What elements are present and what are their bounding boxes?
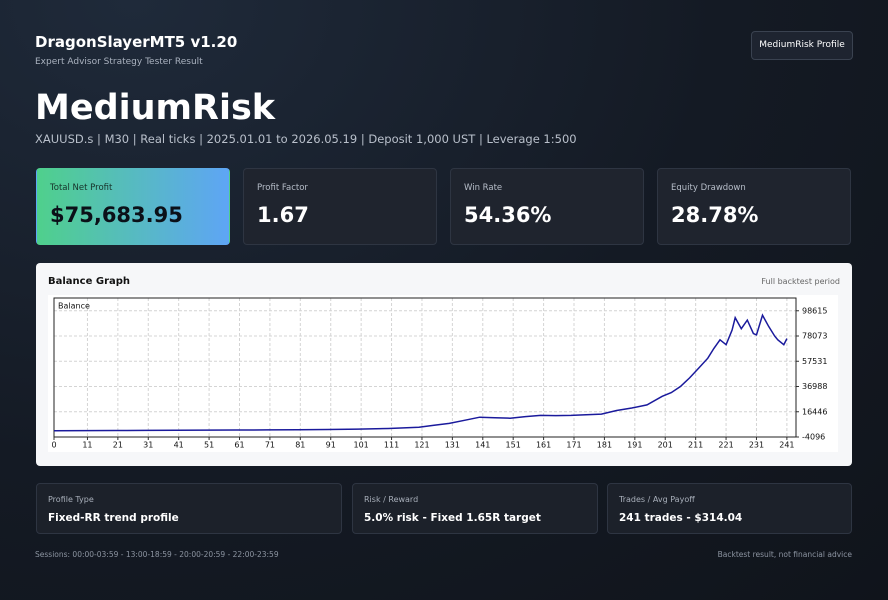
stat-value: 1.67 [257, 203, 309, 227]
y-tick-label: -4096 [802, 433, 825, 442]
x-tick-label: 151 [506, 441, 521, 450]
chart-subtitle: Full backtest period [761, 277, 840, 286]
detail-label: Profile Type [48, 495, 94, 504]
chart-title: Balance Graph [48, 276, 131, 287]
legend-label: Balance [58, 302, 90, 311]
x-tick-label: 81 [295, 441, 305, 450]
x-tick-label: 71 [265, 441, 275, 450]
y-tick-label: 78073 [802, 332, 827, 341]
plot-frame [53, 297, 797, 438]
app-title: DragonSlayerMT5 v1.20 [35, 33, 238, 51]
x-tick-label: 221 [718, 441, 733, 450]
footer-disclaimer: Backtest result, not financial advice [717, 550, 852, 559]
stat-value: $75,683.95 [50, 203, 183, 227]
stat-label: Equity Drawdown [671, 183, 746, 193]
x-tick-label: 101 [353, 441, 368, 450]
stat-label: Total Net Profit [50, 183, 113, 193]
detail-value: 5.0% risk - Fixed 1.65R target [364, 512, 541, 524]
stat-value: 28.78% [671, 203, 759, 227]
x-tick-label: 41 [174, 441, 184, 450]
balance-chart: 0 11 21 31 41 51 61 71 81 91 101 111 121 131 141 151 161… [48, 295, 838, 452]
stat-card: Profit Factor 1.67 [243, 168, 437, 245]
x-tick-label: 91 [326, 441, 336, 450]
x-tick-label: 141 [475, 441, 490, 450]
x-tick-label: 21 [113, 441, 123, 450]
x-tick-label: 31 [143, 441, 153, 450]
y-tick-label: 98615 [802, 306, 827, 315]
detail-value: Fixed-RR trend profile [48, 512, 179, 524]
app-subtitle: Expert Advisor Strategy Tester Result [35, 57, 203, 67]
x-tick-label: 171 [566, 441, 581, 450]
x-tick-label: 181 [597, 441, 612, 450]
x-tick-label: 121 [414, 441, 429, 450]
x-tick-label: 201 [658, 441, 673, 450]
x-tick-label: 241 [779, 441, 794, 450]
detail-label: Risk / Reward [364, 495, 419, 504]
x-tick-label: 161 [536, 441, 551, 450]
detail-value: 241 trades - $314.04 [619, 512, 743, 524]
detail-label: Trades / Avg Payoff [619, 495, 695, 504]
y-tick-label: 36988 [802, 382, 827, 391]
test-info: XAUUSD.s | M30 | Real ticks | 2025.01.01… [35, 132, 577, 146]
detail-card: Risk / Reward 5.0% risk - Fixed 1.65R ta… [352, 483, 598, 534]
x-tick-label: 111 [384, 441, 399, 450]
x-tick-label: 51 [204, 441, 214, 450]
x-tick-label: 0 [51, 441, 56, 450]
footer-sessions: Sessions: 00:00-03:59 - 13:00-18:59 - 20… [35, 550, 279, 559]
x-tick-label: 11 [82, 441, 92, 450]
stat-card: Equity Drawdown 28.78% [657, 168, 851, 245]
x-tick-label: 61 [234, 441, 244, 450]
y-tick-label: 16446 [802, 407, 827, 416]
profile-button[interactable]: MediumRisk Profile [751, 31, 853, 60]
stat-value: 54.36% [464, 203, 552, 227]
profile-title: MediumRisk [35, 88, 276, 128]
balance-line [53, 313, 788, 432]
x-tick-label: 131 [445, 441, 460, 450]
x-tick-label: 191 [627, 441, 642, 450]
chart-background [48, 295, 838, 452]
detail-card: Trades / Avg Payoff 241 trades - $314.04 [607, 483, 852, 534]
stat-card: Win Rate 54.36% [450, 168, 644, 245]
stat-card: Total Net Profit $75,683.95 [36, 168, 230, 245]
y-tick-label: 57531 [802, 357, 827, 366]
stat-label: Win Rate [464, 183, 503, 193]
x-tick-label: 211 [688, 441, 703, 450]
x-tick-label: 231 [749, 441, 764, 450]
stat-label: Profit Factor [257, 183, 308, 193]
detail-card: Profile Type Fixed-RR trend profile [36, 483, 342, 534]
